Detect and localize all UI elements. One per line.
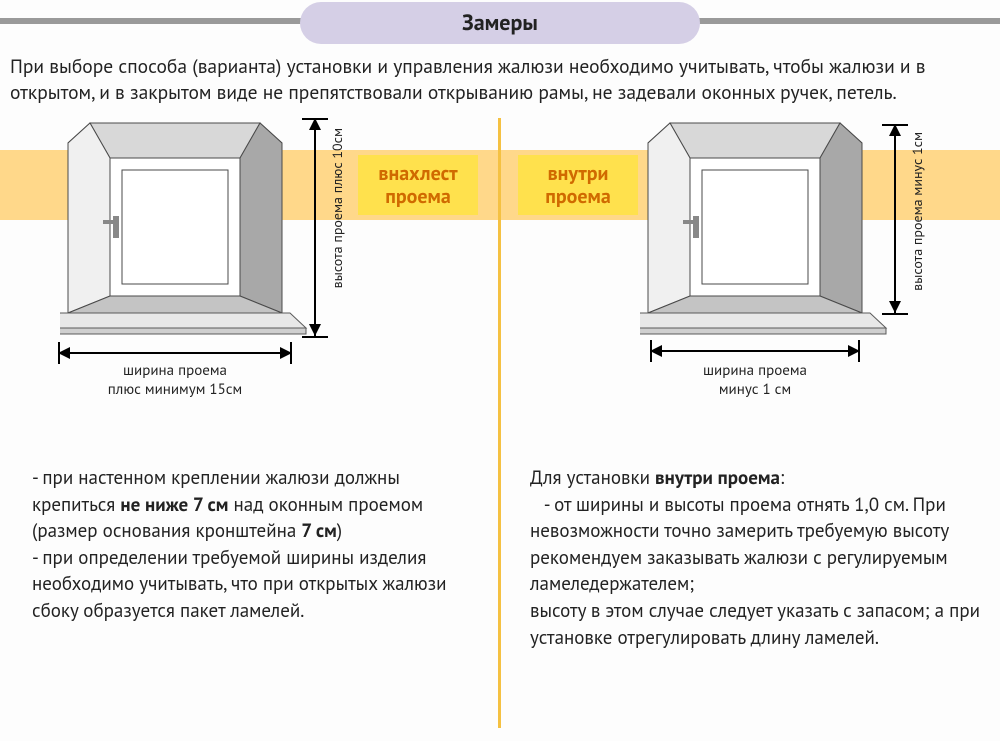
right-hdim-caption: ширина проема минус 1 см bbox=[685, 362, 825, 400]
left-hdim-caption: ширина проема плюс минимум 15см bbox=[90, 362, 260, 400]
right-vdim-caption: высота проема минус 1см bbox=[910, 132, 924, 291]
label-inside-line2: проема bbox=[518, 185, 638, 208]
window-diagram-left: высота проема плюс 10см ширина проема пл… bbox=[60, 118, 365, 388]
left-body-text: - при настенном креплении жалюзи должны … bbox=[32, 465, 462, 625]
label-inside: внутри проема bbox=[518, 155, 638, 215]
title-pill: Замеры bbox=[300, 2, 700, 44]
window-diagram-right: высота проема минус 1см ширина проема ми… bbox=[640, 118, 945, 388]
label-inside-line1: внутри bbox=[518, 162, 638, 185]
label-overlap-line1: внахлест bbox=[358, 162, 478, 185]
center-divider bbox=[498, 118, 501, 728]
label-overlap: внахлест проема bbox=[358, 155, 478, 215]
left-vdim-caption: высота проема плюс 10см bbox=[330, 128, 344, 288]
right-body-text: Для установки внутри проема: - от ширины… bbox=[530, 465, 990, 651]
label-overlap-line2: проема bbox=[358, 185, 478, 208]
intro-text: При выборе способа (варианта) установки … bbox=[10, 54, 990, 107]
